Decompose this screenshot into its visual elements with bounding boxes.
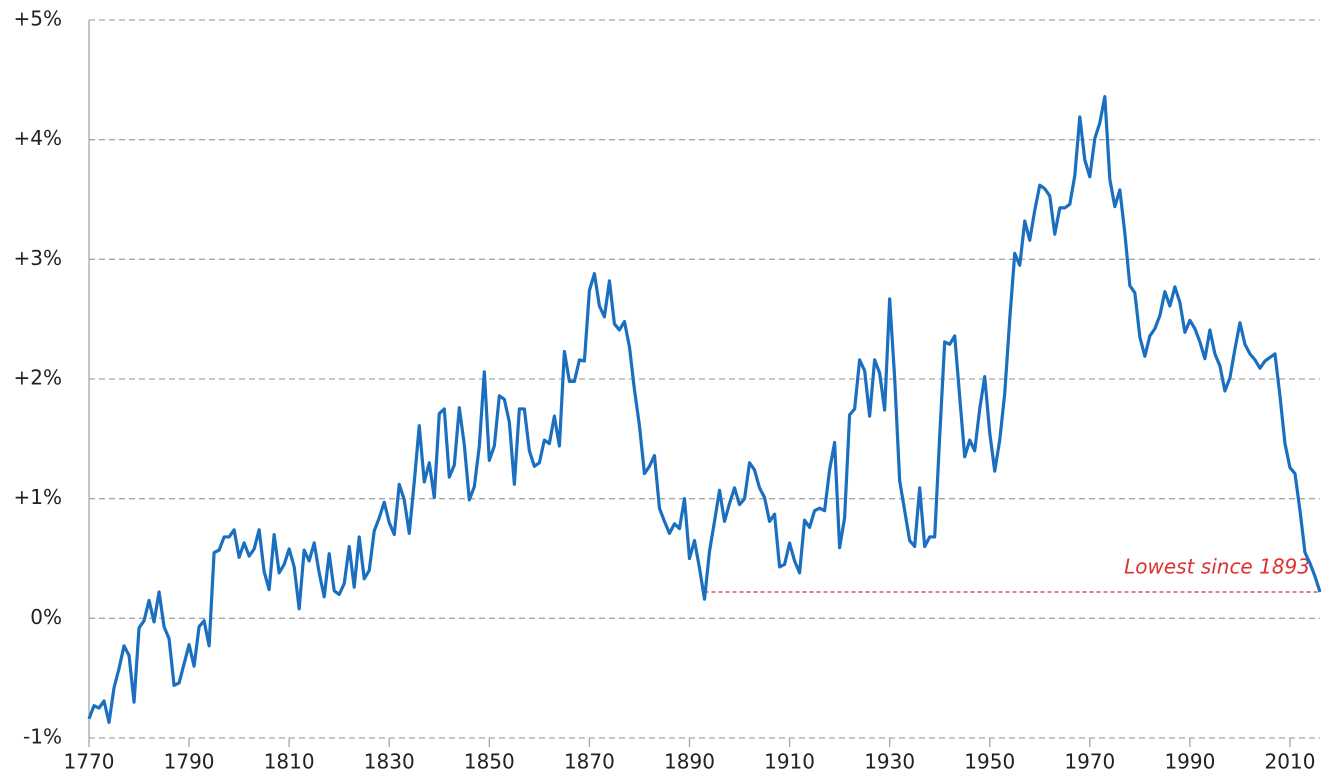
y-tick-label: +5%: [14, 7, 63, 31]
y-tick-label: -1%: [23, 725, 62, 749]
x-tick-label: 1850: [464, 750, 515, 774]
y-tick-label: +1%: [14, 485, 63, 509]
x-tick-label: 1910: [764, 750, 815, 774]
y-tick-label: 0%: [30, 605, 62, 629]
annotation-text: Lowest since 1893: [1124, 555, 1310, 579]
y-tick-label: +2%: [14, 366, 63, 390]
x-tick-label: 1990: [1164, 750, 1215, 774]
x-tick-label: 1790: [164, 750, 215, 774]
y-tick-label: +3%: [14, 246, 63, 270]
x-tick-label: 1770: [64, 750, 115, 774]
x-tick-label: 1870: [564, 750, 615, 774]
data-line: [87, 94, 1322, 725]
x-tick-label: 1890: [664, 750, 715, 774]
x-tick-label: 1930: [864, 750, 915, 774]
x-tick-label: 2010: [1265, 750, 1316, 774]
x-tick-label: 1830: [364, 750, 415, 774]
x-tick-label: 1970: [1064, 750, 1115, 774]
y-tick-label: +4%: [14, 126, 63, 150]
x-tick-label: 1810: [264, 750, 315, 774]
x-tick-label: 1950: [964, 750, 1015, 774]
